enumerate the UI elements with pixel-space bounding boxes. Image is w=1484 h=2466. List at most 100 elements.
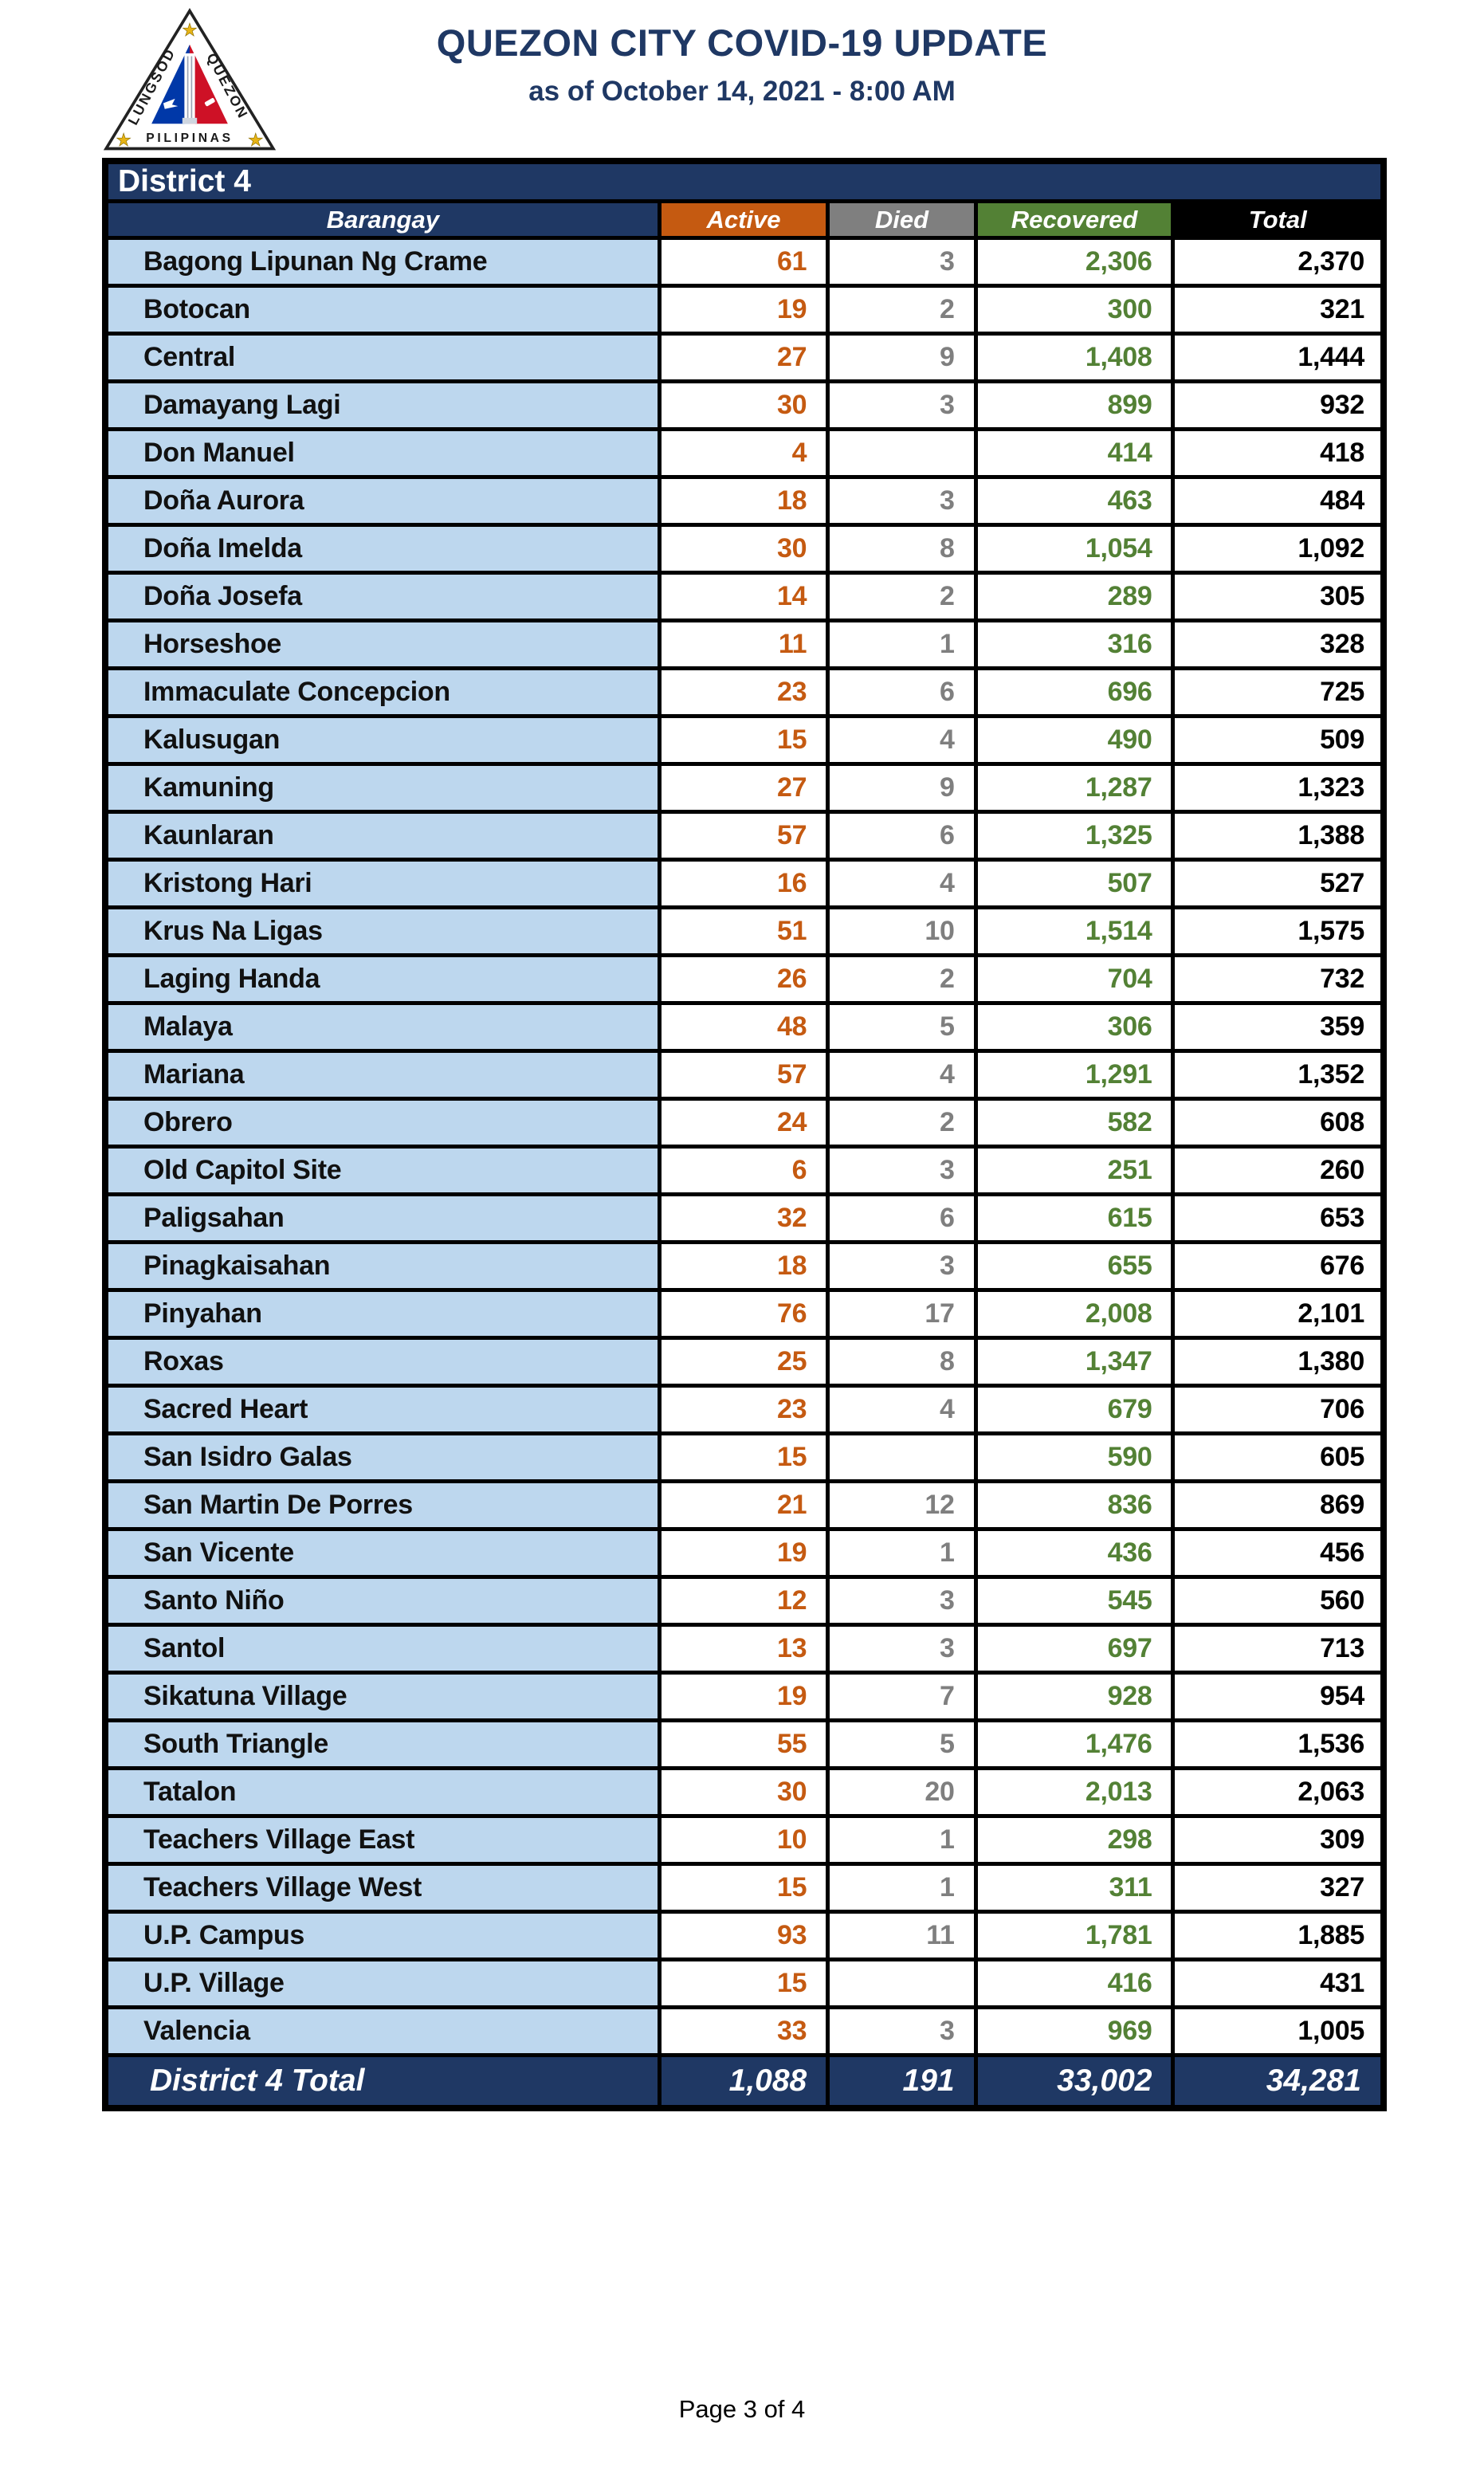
recovered-count-cell: 545 <box>973 1575 1176 1627</box>
table-row: San Martin De Porres 21 12 836 869 <box>103 1479 1386 1531</box>
active-count-cell: 30 <box>657 1766 830 1818</box>
table-row: Kamuning 27 9 1,287 1,323 <box>103 762 1386 814</box>
active-count-cell: 30 <box>657 523 830 575</box>
total-count-cell: 869 <box>1171 1479 1386 1531</box>
page-header: QUEZON CITY COVID-19 UPDATE as of Octobe… <box>0 0 1484 108</box>
active-count-cell: 48 <box>657 1001 830 1053</box>
active-count-cell: 19 <box>657 284 830 336</box>
active-count-cell: 10 <box>657 1814 830 1866</box>
recovered-count-cell: 251 <box>973 1145 1176 1196</box>
active-count-cell: 55 <box>657 1718 830 1770</box>
recovered-count-cell: 436 <box>973 1527 1176 1579</box>
barangay-name-cell: Sikatuna Village <box>103 1671 662 1722</box>
active-count-cell: 26 <box>657 953 830 1005</box>
table-row: Doña Josefa 14 2 289 305 <box>103 571 1386 622</box>
barangay-name-cell: Botocan <box>103 284 662 336</box>
active-count-cell: 57 <box>657 1049 830 1101</box>
page-subtitle: as of October 14, 2021 - 8:00 AM <box>528 76 956 107</box>
active-count-cell: 33 <box>657 2005 830 2057</box>
table-row: Malaya 48 5 306 359 <box>103 1001 1386 1053</box>
barangay-name-cell: Kamuning <box>103 762 662 814</box>
barangay-name-cell: Krus Na Ligas <box>103 905 662 957</box>
recovered-count-cell: 928 <box>973 1671 1176 1722</box>
died-count-cell: 3 <box>826 236 978 288</box>
seal-gavel-icon <box>204 97 215 107</box>
died-count-cell: 8 <box>826 1336 978 1388</box>
active-count-cell: 25 <box>657 1336 830 1388</box>
barangay-name-cell: San Vicente <box>103 1527 662 1579</box>
total-count-cell: 1,388 <box>1171 810 1386 862</box>
died-count-cell: 17 <box>826 1288 978 1340</box>
recovered-count-cell: 300 <box>973 284 1176 336</box>
page-footer: Page 3 of 4 <box>0 2395 1484 2424</box>
total-count-cell: 954 <box>1171 1671 1386 1722</box>
died-count-cell: 10 <box>826 905 978 957</box>
active-count-cell: 27 <box>657 762 830 814</box>
recovered-count-cell: 1,408 <box>973 332 1176 383</box>
table-row: San Isidro Galas 15 590 605 <box>103 1431 1386 1483</box>
recovered-count-cell: 311 <box>973 1862 1176 1914</box>
seal-red-field <box>190 44 228 124</box>
active-count-cell: 57 <box>657 810 830 862</box>
barangay-name-cell: Mariana <box>103 1049 662 1101</box>
active-count-cell: 15 <box>657 1957 830 2009</box>
barangay-name-cell: Paligsahan <box>103 1192 662 1244</box>
barangay-name-cell: Laging Handa <box>103 953 662 1005</box>
table-row: San Vicente 19 1 436 456 <box>103 1527 1386 1579</box>
recovered-count-cell: 1,514 <box>973 905 1176 957</box>
total-count-cell: 1,575 <box>1171 905 1386 957</box>
total-count-cell: 560 <box>1171 1575 1386 1627</box>
died-count-cell: 2 <box>826 571 978 622</box>
barangay-name-cell: Doña Josefa <box>103 571 662 622</box>
active-count-cell: 61 <box>657 236 830 288</box>
recovered-count-cell: 463 <box>973 475 1176 527</box>
died-count-cell <box>826 427 978 479</box>
barangay-name-cell: Pinyahan <box>103 1288 662 1340</box>
table-row: Tatalon 30 20 2,013 2,063 <box>103 1766 1386 1818</box>
barangay-name-cell: Damayang Lagi <box>103 379 662 431</box>
table-row: Valencia 33 3 969 1,005 <box>103 2005 1386 2057</box>
total-count-cell: 732 <box>1171 953 1386 1005</box>
total-count-cell: 418 <box>1171 427 1386 479</box>
total-count-cell: 1,352 <box>1171 1049 1386 1101</box>
seal-star-left-icon: ★ <box>116 130 132 150</box>
total-count-cell: 484 <box>1171 475 1386 527</box>
died-count-cell: 3 <box>826 2005 978 2057</box>
barangay-name-cell: Kalusugan <box>103 714 662 766</box>
active-count-cell: 14 <box>657 571 830 622</box>
active-count-cell: 15 <box>657 1862 830 1914</box>
died-count-cell: 2 <box>826 953 978 1005</box>
seal-text-pilipinas: PILIPINAS <box>146 132 234 145</box>
barangay-name-cell: Don Manuel <box>103 427 662 479</box>
barangay-name-cell: Doña Aurora <box>103 475 662 527</box>
recovered-count-cell: 1,054 <box>973 523 1176 575</box>
total-count-cell: 725 <box>1171 666 1386 718</box>
total-count-cell: 260 <box>1171 1145 1386 1196</box>
total-count-cell: 1,444 <box>1171 332 1386 383</box>
active-count-cell: 4 <box>657 427 830 479</box>
seal-star-top-icon: ★ <box>182 20 198 40</box>
barangay-name-cell: South Triangle <box>103 1718 662 1770</box>
died-count-cell: 3 <box>826 475 978 527</box>
table-row: Kristong Hari 16 4 507 527 <box>103 858 1386 909</box>
barangay-name-cell: Teachers Village West <box>103 1862 662 1914</box>
barangay-name-cell: Doña Imelda <box>103 523 662 575</box>
died-count-cell: 4 <box>826 1049 978 1101</box>
died-count-cell: 3 <box>826 1240 978 1292</box>
recovered-count-cell: 582 <box>973 1097 1176 1149</box>
active-count-cell: 15 <box>657 1431 830 1483</box>
died-count-cell: 2 <box>826 1097 978 1149</box>
barangay-name-cell: Horseshoe <box>103 618 662 670</box>
table-row: Pinyahan 76 17 2,008 2,101 <box>103 1288 1386 1340</box>
total-count-cell: 2,063 <box>1171 1766 1386 1818</box>
barangay-name-cell: Teachers Village East <box>103 1814 662 1866</box>
recovered-count-cell: 836 <box>973 1479 1176 1531</box>
total-count-cell: 713 <box>1171 1623 1386 1675</box>
active-count-cell: 13 <box>657 1623 830 1675</box>
seal-monument <box>184 53 195 124</box>
recovered-count-cell: 655 <box>973 1240 1176 1292</box>
column-header-total: Total <box>1171 199 1386 240</box>
total-count-cell: 676 <box>1171 1240 1386 1292</box>
died-count-cell: 11 <box>826 1910 978 1961</box>
barangay-name-cell: Santo Niño <box>103 1575 662 1627</box>
